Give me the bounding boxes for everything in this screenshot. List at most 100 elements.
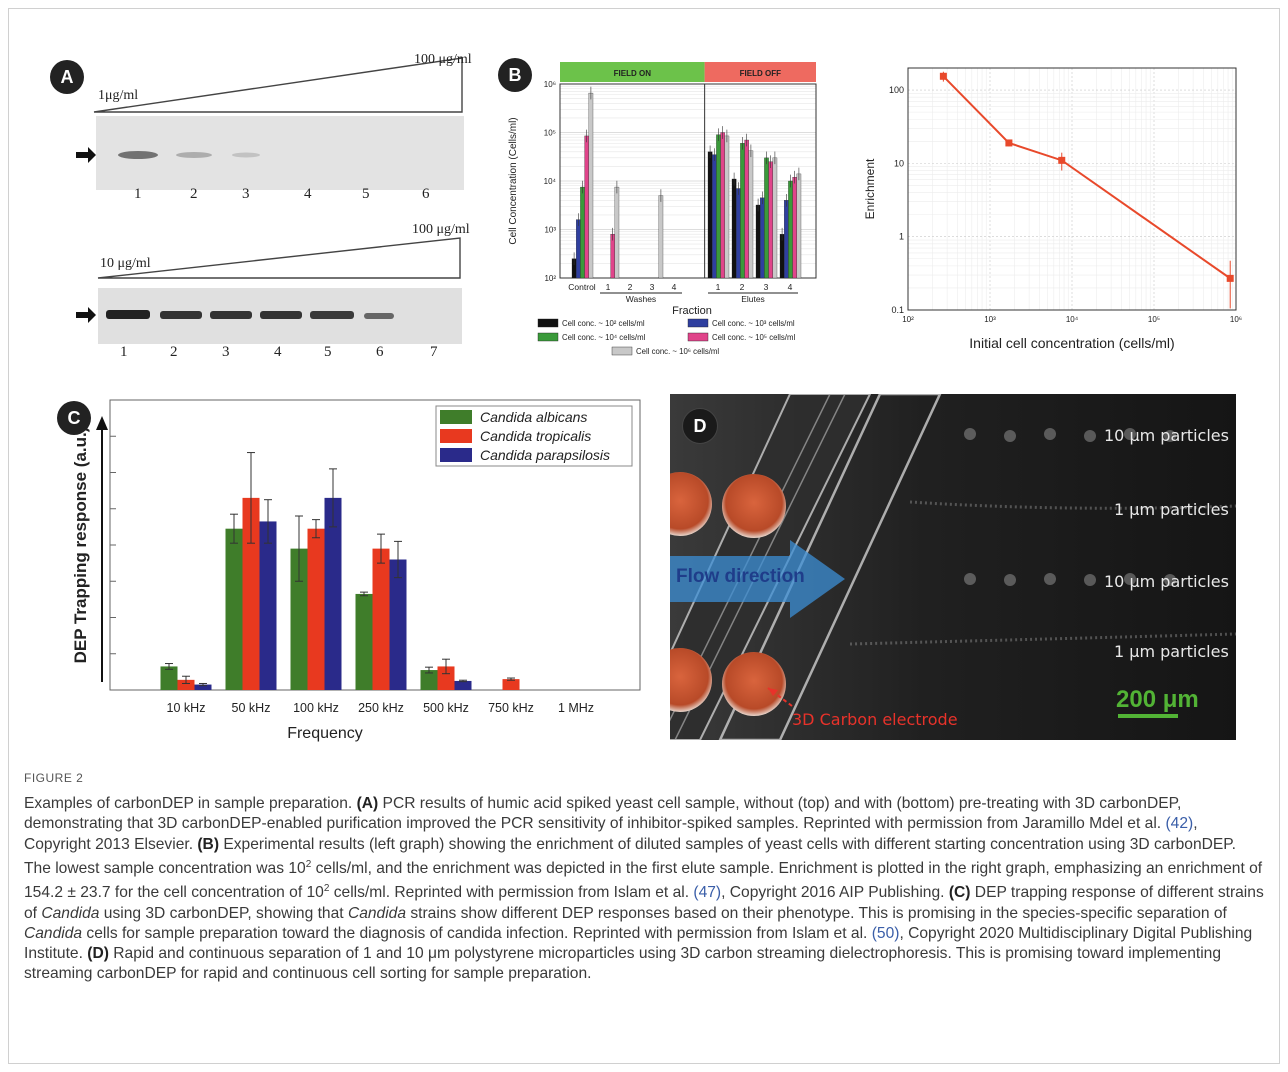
field-on-header — [560, 62, 705, 82]
panel-c-badge: C — [57, 401, 91, 435]
bar — [720, 132, 725, 279]
bar — [792, 177, 797, 279]
legend-label: Cell conc. ~ 10⁶ cells/ml — [636, 347, 719, 356]
b-right-xlabel: Initial cell concentration (cells/ml) — [969, 335, 1174, 351]
lane-number: 4 — [304, 186, 312, 202]
figure-label: FIGURE 2 — [24, 771, 84, 785]
elutes-label: Elutes — [741, 294, 765, 304]
panel-b-left: B FIELD ON FIELD OFF 10² 10³ 10⁴ 10⁵ 10⁶ Cell C… — [498, 44, 842, 378]
particle-label-4: 1 μm particles — [1114, 642, 1229, 661]
band-bottom-4 — [260, 311, 302, 319]
bar — [784, 200, 789, 279]
bar — [796, 173, 802, 279]
scale-bar-label: 200 μm — [1116, 686, 1199, 713]
bar — [610, 234, 615, 279]
panel-d-badge: D — [682, 408, 718, 444]
arrow-top — [76, 147, 96, 163]
data-point — [1226, 274, 1234, 282]
bar — [259, 521, 277, 690]
bar — [437, 666, 455, 690]
bar — [584, 135, 589, 279]
band-bottom-3 — [210, 311, 252, 319]
gradient-triangle-bottom — [97, 237, 461, 279]
x-tick-label: 10 kHz — [167, 701, 206, 715]
caption-text: Examples of carbonDEP in sample preparat… — [24, 795, 1264, 983]
particle-label-2: 1 μm particles — [1114, 500, 1229, 519]
gel-top — [96, 116, 464, 190]
bar — [588, 92, 594, 279]
legend-swatch — [687, 318, 709, 328]
x-tick-label: 10² — [902, 315, 914, 324]
bar — [740, 143, 745, 279]
x-tick-label: 2 — [740, 282, 745, 292]
particle-stream-1 — [964, 428, 1176, 586]
legend-swatch — [537, 318, 559, 328]
bar — [502, 679, 520, 690]
legend-label: Candida albicans — [480, 409, 587, 425]
fine-stream-2 — [849, 632, 1236, 646]
arrow-bottom — [76, 307, 96, 323]
x-tick-label: 10⁶ — [1230, 315, 1242, 324]
y-arrow-head — [96, 416, 108, 430]
electrode-label: 3D Carbon electrode — [792, 710, 958, 729]
lane-number: 6 — [376, 344, 384, 360]
lane-number: 7 — [430, 344, 438, 360]
ref-42[interactable]: (42) — [1165, 815, 1194, 833]
bar — [744, 139, 749, 279]
x-tick-label: 10⁴ — [1066, 315, 1079, 324]
bar — [177, 679, 195, 690]
bottom-low-label: 10 μg/ml — [100, 256, 151, 271]
band-bottom-5 — [310, 311, 354, 319]
y-tick-label: 10³ — [544, 226, 556, 235]
band-top-1 — [118, 151, 158, 159]
bar — [576, 219, 581, 279]
y-tick-label: 10² — [544, 274, 556, 283]
field-off-label: FIELD OFF — [740, 69, 781, 78]
field-off-header — [704, 62, 816, 82]
bar — [707, 151, 713, 279]
bar — [755, 204, 761, 279]
y-tick-label: 10 — [894, 158, 904, 168]
channel-wall-3 — [670, 394, 846, 740]
field-on-label: FIELD ON — [614, 69, 652, 78]
flow-direction-label: Flow direction — [676, 566, 805, 587]
bar — [372, 548, 390, 690]
legend-swatch — [611, 346, 633, 356]
bar — [760, 197, 765, 279]
legend-swatch — [440, 429, 472, 443]
figure-frame — [8, 8, 1280, 1064]
data-point — [1005, 139, 1013, 147]
svg-text:C: C — [68, 408, 81, 428]
bar — [768, 161, 773, 279]
gradient-triangle-top — [93, 57, 463, 113]
bar — [772, 157, 778, 279]
band-top-2 — [176, 152, 212, 158]
plot-frame — [559, 83, 817, 279]
x-tick-label: 50 kHz — [232, 701, 271, 715]
bar — [454, 680, 472, 690]
micrograph — [670, 394, 1236, 740]
bar — [724, 135, 730, 279]
particle-label-1: 10 μm particles — [1104, 426, 1229, 445]
top-high-label: 100 μg/ml — [414, 52, 472, 67]
x-tick-label: 100 kHz — [293, 701, 339, 715]
bottom-high-label: 100 μg/ml — [412, 222, 470, 237]
bar — [748, 150, 754, 279]
top-low-label: 1μg/ml — [98, 88, 139, 103]
x-tick-label: 250 kHz — [358, 701, 404, 715]
b-left-xlabel: Fraction — [672, 305, 712, 317]
legend-label: Cell conc. ~ 10⁴ cells/ml — [562, 333, 646, 342]
lane-number: 1 — [134, 186, 142, 202]
ref-47[interactable]: (47) — [693, 884, 722, 902]
electrode-top — [722, 474, 786, 538]
x-tick-label: 4 — [788, 282, 793, 292]
y-tick-label: 10⁴ — [544, 177, 557, 186]
x-tick-label: Control — [568, 282, 596, 292]
x-tick-label: 750 kHz — [488, 701, 534, 715]
panel-a-badge: A — [50, 60, 84, 94]
legend-swatch — [687, 332, 709, 342]
x-tick-label: 1 MHz — [558, 701, 594, 715]
channel-wall-2 — [718, 394, 942, 740]
c-xlabel: Frequency — [287, 725, 363, 742]
ref-50[interactable]: (50) — [871, 924, 900, 942]
